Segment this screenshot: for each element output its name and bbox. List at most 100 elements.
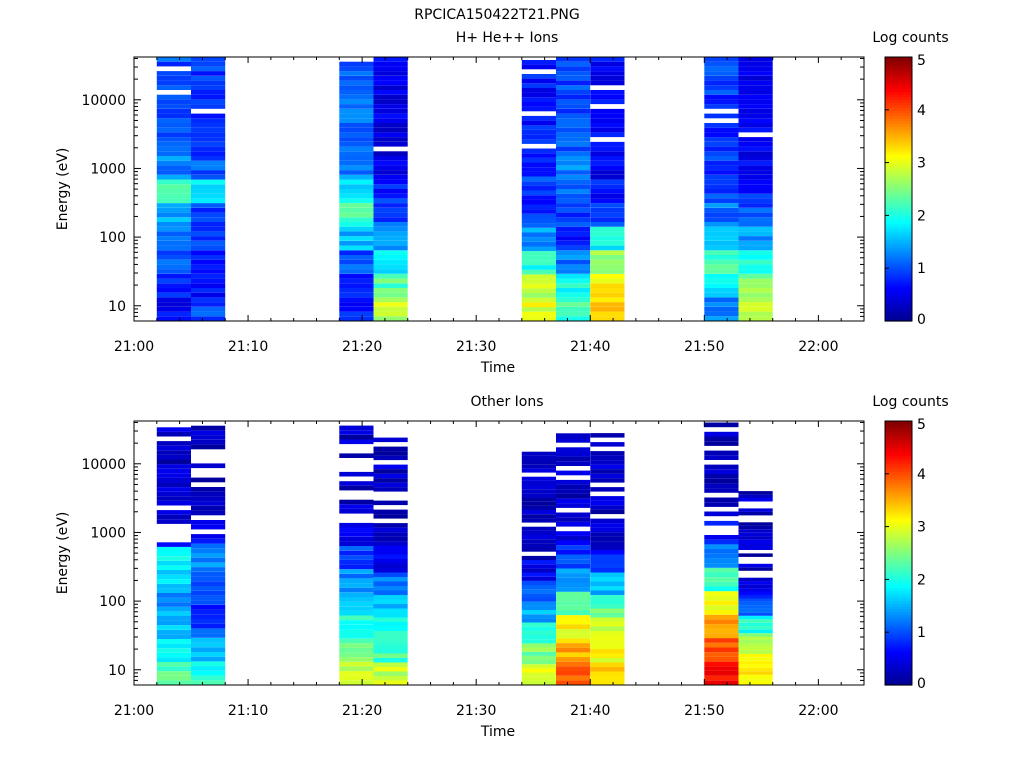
heatmap-cell [339,316,374,321]
heatmap-cell [156,611,191,616]
heatmap-cell [521,610,556,615]
heatmap-cell [521,580,556,585]
colorbar-swatch [885,531,912,536]
heatmap-column [156,427,191,685]
heatmap-cell [156,519,191,524]
heatmap-cell [339,509,374,514]
heatmap-cell [373,203,408,208]
heatmap-cell [738,612,773,616]
heatmap-cell [191,656,226,662]
heatmap-cell [556,624,591,630]
heatmap-cell [556,671,591,676]
heatmap-cell [556,629,591,634]
heatmap-cell [339,104,374,109]
heatmap-cell [556,222,591,227]
heatmap-cell [704,94,739,100]
heatmap-cell [339,207,374,213]
heatmap-cell [339,675,374,681]
heatmap-cell [704,198,739,204]
heatmap-cell [590,667,625,672]
colorbar-swatch [885,80,912,84]
colorbar-label: Log counts [872,394,948,410]
heatmap-cell [191,501,226,506]
heatmap-cell [556,193,591,199]
heatmap-cell [373,586,408,591]
heatmap-cell [704,302,739,307]
heatmap-cell [556,156,591,161]
heatmap-cell [590,559,625,564]
heatmap-cell [521,115,556,121]
heatmap-cell [556,207,591,213]
heatmap-cell [373,658,408,663]
heatmap-cell [521,60,556,65]
heatmap-cell [556,259,591,265]
heatmap-cell [373,527,408,533]
heatmap-cell [339,481,374,486]
colorbar-swatch [885,236,912,240]
heatmap-cell [339,250,374,255]
heatmap-cell [590,316,625,321]
colorbar-swatch [885,587,912,591]
heatmap-cell [339,66,374,72]
heatmap-cell [156,671,191,676]
heatmap-cell [373,316,408,321]
heatmap-cell [738,543,773,547]
heatmap-cell [704,535,739,540]
heatmap-cell [738,283,773,288]
heatmap-cell [373,231,408,237]
heatmap-cell [191,203,226,208]
y-tick-label: 10000 [81,457,126,473]
colorbar-swatch [885,268,912,272]
heatmap-cell [590,212,625,218]
heatmap-cell [339,217,374,222]
heatmap-cell [521,297,556,303]
heatmap-cell [156,57,191,62]
heatmap-cell [339,165,374,171]
heatmap-cell [738,494,773,499]
heatmap-cell [738,231,773,237]
heatmap-cell [191,425,226,431]
heatmap-cell [339,255,374,260]
heatmap-cell [590,94,625,100]
colorbar-swatch [885,252,912,256]
heatmap-cell [704,642,739,648]
heatmap-cell [156,156,191,161]
heatmap-cell [156,113,191,119]
heatmap-cell [556,66,591,72]
colorbar-swatch [885,154,912,158]
heatmap-cell [191,505,226,511]
colorbar-swatch [885,444,912,448]
colorbar-swatch [885,669,912,673]
heatmap-cell [339,610,374,616]
heatmap-cell [704,600,739,606]
heatmap-cell [373,649,408,654]
x-tick-label: 21:10 [228,339,268,355]
heatmap-cell [738,605,773,609]
colorbar-swatch [885,59,912,63]
heatmap-cell [156,255,191,260]
heatmap-cell [191,642,226,648]
colorbar-swatch [885,115,912,119]
heatmap-cell [191,571,226,577]
colorbar-swatch [885,130,912,135]
heatmap-cell [191,137,226,142]
heatmap-cell [590,259,625,265]
colorbar-swatch [885,571,912,575]
heatmap-cell [738,316,773,321]
colorbar-swatch [885,550,912,554]
heatmap-cell [191,217,226,222]
heatmap-cell [521,288,556,294]
heatmap-cell [156,297,191,303]
colorbar-tick-label: 4 [917,103,926,119]
heatmap-cell [191,255,226,260]
colorbar-swatch [885,273,912,277]
heatmap-cell [521,572,556,577]
heatmap-cell [191,670,226,676]
heatmap-cell [156,127,191,133]
colorbar-swatch [885,468,912,472]
colorbar-swatch [885,72,912,77]
heatmap-cell [339,652,374,658]
heatmap-cell [191,90,226,95]
x-tick-label: 21:30 [456,339,496,355]
heatmap-cell [156,662,191,667]
